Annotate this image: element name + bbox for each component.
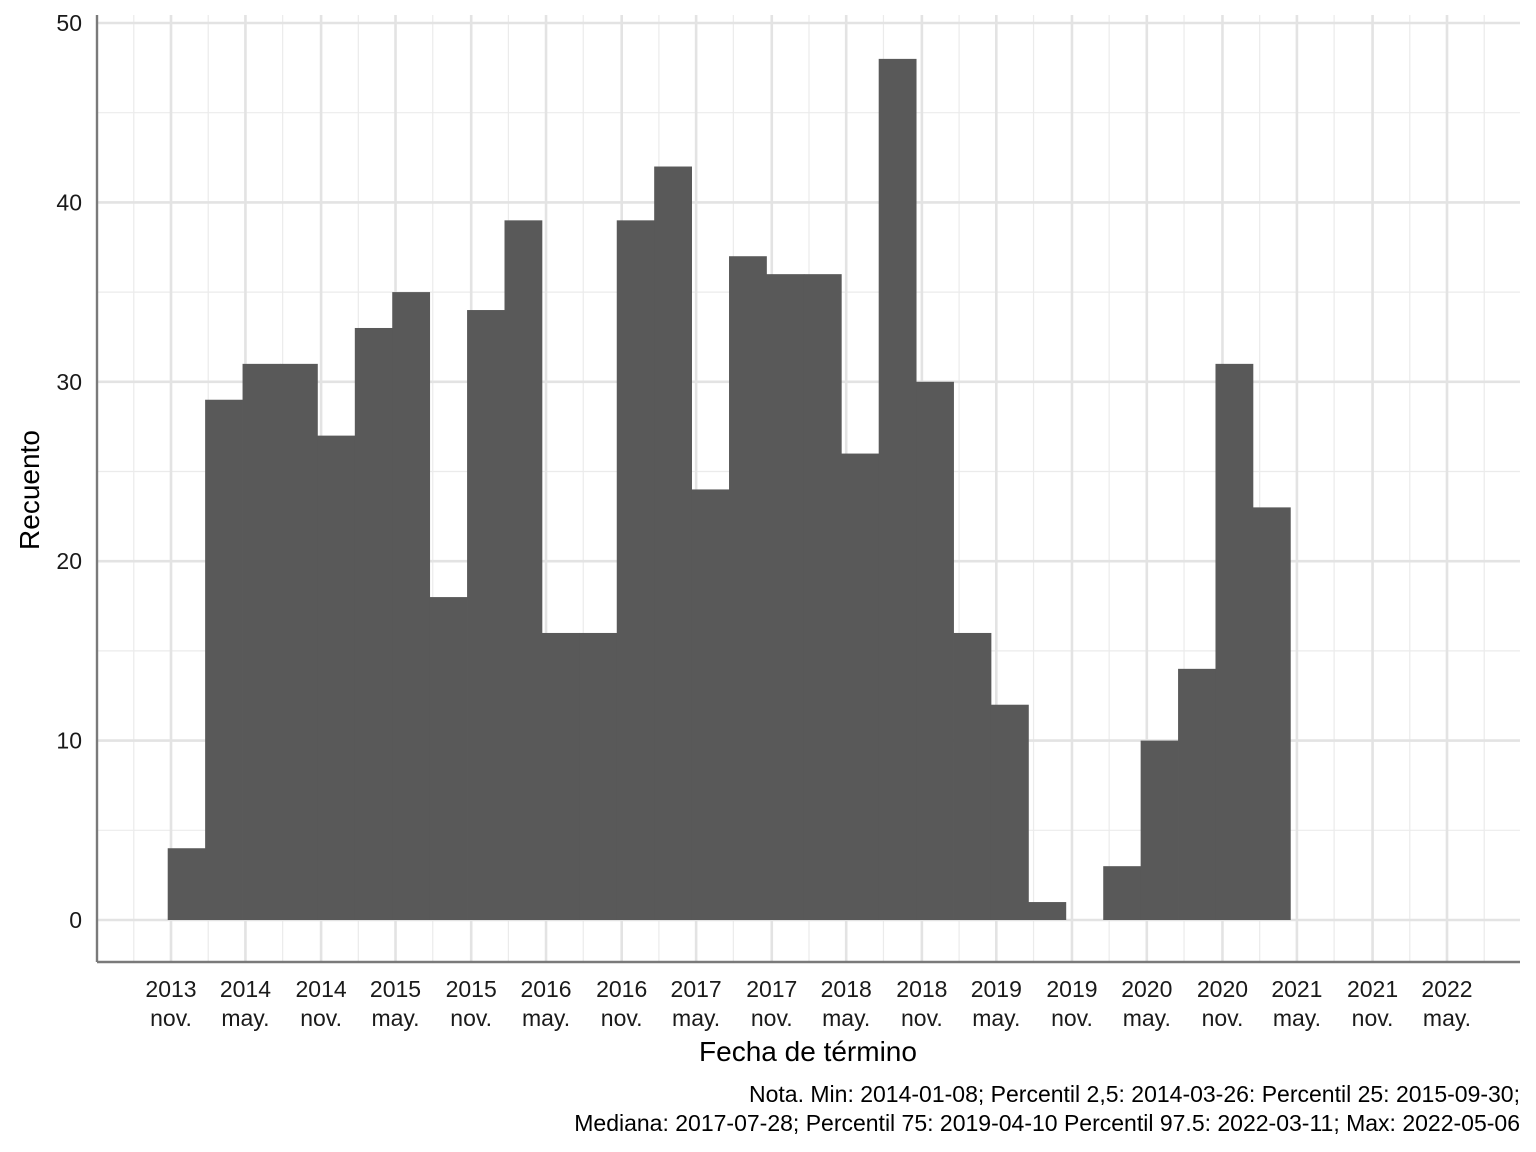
histogram-bar (878, 58, 917, 920)
histogram-bar (691, 489, 730, 920)
x-tick-month: nov. (751, 1005, 793, 1031)
y-axis-title: Recuento (14, 430, 45, 550)
histogram-bar (953, 632, 992, 920)
histogram-bar (242, 363, 281, 920)
x-tick-month: nov. (901, 1005, 943, 1031)
x-tick-label: 2014 nov. (296, 976, 347, 1031)
y-tick-label: 10 (56, 728, 82, 754)
x-tick-year: 2020 (1197, 976, 1248, 1002)
bars-layer (167, 58, 1291, 921)
histogram-bar (504, 220, 543, 921)
x-tick-month: nov. (450, 1005, 492, 1031)
x-tick-month: may. (1423, 1005, 1471, 1031)
x-tick-year: 2014 (296, 976, 347, 1002)
x-tick-label: 2018 nov. (896, 976, 947, 1031)
histogram-bar (841, 453, 880, 920)
histogram-bar (654, 166, 692, 920)
x-tick-year: 2018 (821, 976, 872, 1002)
histogram-bar (354, 327, 393, 921)
histogram-bar (541, 632, 580, 920)
x-tick-year: 2016 (520, 976, 571, 1002)
y-tick-label: 50 (56, 10, 82, 36)
x-tick-year: 2021 (1347, 976, 1398, 1002)
histogram-bar (1140, 740, 1179, 920)
x-tick-label: 2017 may. (671, 976, 722, 1031)
x-tick-month: nov. (300, 1005, 342, 1031)
x-tick-label: 2016 nov. (596, 976, 647, 1031)
x-tick-year: 2015 (446, 976, 497, 1002)
histogram-bar (579, 632, 618, 920)
x-tick-label: 2016 may. (520, 976, 571, 1031)
labels-layer: 0 10 20 30 40 50 2013 nov. 2014 may. 2014 nov. 2015 m… (56, 10, 1472, 1031)
y-tick-label: 0 (69, 907, 82, 933)
histogram-bar (766, 274, 805, 920)
x-tick-year: 2022 (1421, 976, 1472, 1002)
x-tick-label: 2018 may. (821, 976, 872, 1031)
histogram-bar (167, 848, 206, 920)
histogram-bar (1028, 902, 1067, 920)
histogram-bar (990, 704, 1029, 920)
histogram-bar (467, 310, 505, 920)
caption-line-2: Mediana: 2017-07-28; Percentil 75: 2019-… (574, 1110, 1520, 1136)
x-tick-label: 2021 may. (1271, 976, 1322, 1031)
x-tick-month: nov. (1352, 1005, 1394, 1031)
histogram-bar (916, 381, 954, 920)
x-tick-year: 2014 (220, 976, 271, 1002)
x-tick-year: 2017 (746, 976, 797, 1002)
x-tick-month: nov. (1051, 1005, 1093, 1031)
caption-line-1: Nota. Min: 2014-01-08; Percentil 2,5: 20… (749, 1081, 1520, 1107)
x-tick-month: may. (822, 1005, 870, 1031)
histogram-bar (1178, 668, 1216, 920)
histogram-bar (1252, 507, 1291, 920)
x-tick-month: may. (522, 1005, 570, 1031)
x-tick-year: 2021 (1271, 976, 1322, 1002)
x-tick-year: 2016 (596, 976, 647, 1002)
x-tick-month: nov. (1202, 1005, 1244, 1031)
x-tick-month: nov. (601, 1005, 643, 1031)
x-tick-year: 2018 (896, 976, 947, 1002)
histogram-bar (205, 399, 243, 920)
histogram-bar (616, 220, 655, 921)
x-tick-month: may. (371, 1005, 419, 1031)
histogram-bar (1103, 866, 1142, 920)
x-tick-label: 2019 may. (971, 976, 1022, 1031)
x-tick-label: 2021 nov. (1347, 976, 1398, 1031)
y-tick-label: 30 (56, 369, 82, 395)
x-tick-label: 2013 nov. (145, 976, 196, 1031)
axes-layer (95, 15, 1520, 964)
x-tick-label: 2015 may. (370, 976, 421, 1031)
x-tick-year: 2013 (145, 976, 196, 1002)
x-tick-label: 2017 nov. (746, 976, 797, 1031)
x-tick-label: 2019 nov. (1046, 976, 1097, 1031)
histogram-bar (279, 363, 318, 920)
histogram-bar (392, 292, 431, 921)
x-tick-year: 2017 (671, 976, 722, 1002)
x-tick-month: nov. (150, 1005, 192, 1031)
x-tick-year: 2015 (370, 976, 421, 1002)
y-tick-label: 40 (56, 189, 82, 215)
x-tick-label: 2015 nov. (446, 976, 497, 1031)
x-tick-label: 2022 may. (1421, 976, 1472, 1031)
x-tick-label: 2020 nov. (1197, 976, 1248, 1031)
x-tick-label: 2020 may. (1121, 976, 1172, 1031)
histogram-bar (429, 597, 468, 920)
x-tick-year: 2020 (1121, 976, 1172, 1002)
x-tick-month: may. (1273, 1005, 1321, 1031)
x-tick-year: 2019 (971, 976, 1022, 1002)
histogram-bar (317, 435, 356, 920)
x-tick-month: may. (221, 1005, 269, 1031)
histogram-bar (1215, 363, 1254, 920)
x-tick-month: may. (972, 1005, 1020, 1031)
x-tick-year: 2019 (1046, 976, 1097, 1002)
y-tick-label: 20 (56, 548, 82, 574)
x-tick-month: may. (672, 1005, 720, 1031)
histogram-bar (803, 274, 842, 920)
x-axis-title: Fecha de término (699, 1036, 917, 1067)
x-tick-label: 2014 may. (220, 976, 271, 1031)
x-tick-month: may. (1123, 1005, 1171, 1031)
histogram-bar (729, 256, 767, 921)
